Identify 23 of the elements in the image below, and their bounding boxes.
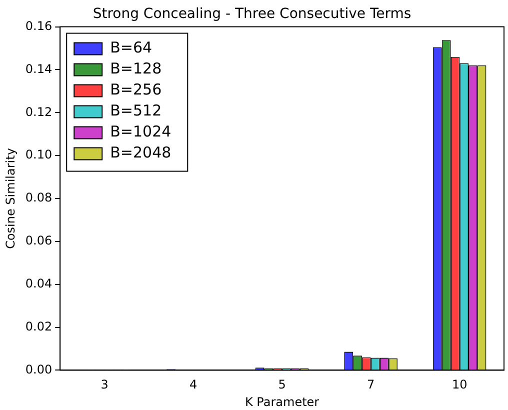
chart-title: Strong Concealing - Three Consecutive Terms — [92, 6, 412, 22]
x-tick-label: 3 — [100, 378, 108, 392]
legend-label: B=2048 — [110, 144, 172, 162]
y-tick-label: 0.04 — [25, 276, 52, 290]
legend-label: B=64 — [110, 38, 152, 57]
x-tick-label: 4 — [189, 378, 198, 392]
y-tick-label: 0.12 — [25, 104, 52, 119]
y-tick-label: 0.00 — [25, 362, 52, 376]
legend-label: B=1024 — [110, 122, 172, 141]
y-tick-label: 0.08 — [25, 190, 52, 205]
legend-label: B=128 — [110, 60, 162, 78]
y-axis-title: Cosine Similarity — [3, 148, 18, 249]
y-tick-label: 0.02 — [25, 319, 52, 334]
x-tick-label: 10 — [452, 378, 468, 392]
x-tick-label: 7 — [367, 378, 375, 392]
y-tick-label: 0.06 — [25, 234, 52, 248]
y-tick-label: 0.16 — [25, 18, 52, 33]
x-axis-title: K Parameter — [244, 394, 320, 409]
legend-label: B=256 — [110, 80, 162, 99]
y-tick-label: 0.10 — [25, 148, 52, 162]
legend-label: B=512 — [110, 102, 162, 120]
y-tick-label: 0.14 — [25, 62, 52, 76]
x-tick-label: 5 — [278, 378, 286, 392]
